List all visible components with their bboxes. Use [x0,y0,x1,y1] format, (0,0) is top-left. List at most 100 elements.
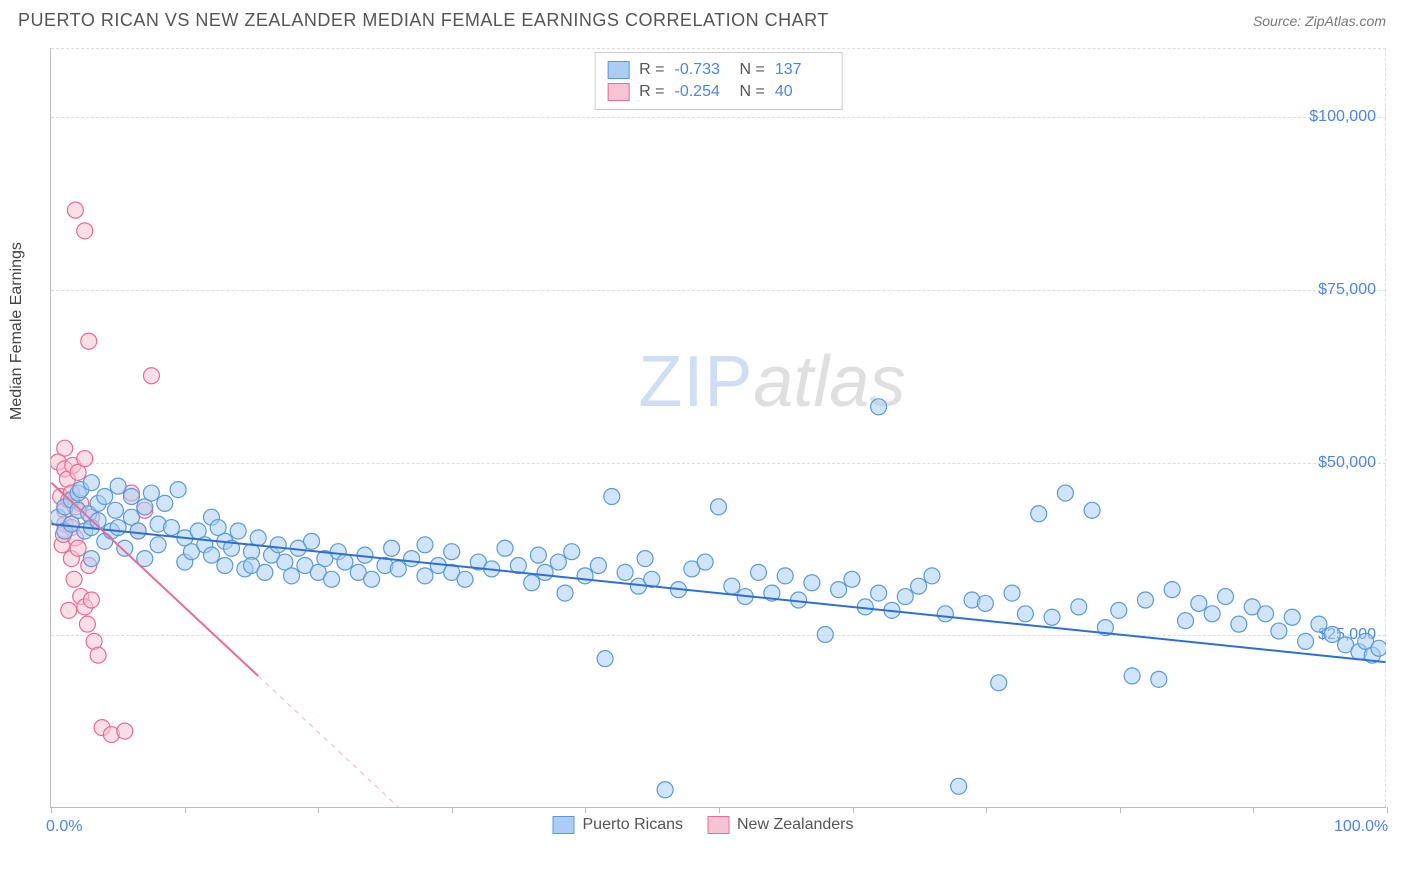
data-point [1204,606,1220,622]
data-point [657,782,673,798]
xtick [185,807,186,813]
xtick [585,807,586,813]
data-point [524,575,540,591]
data-point [697,554,713,570]
data-point [1124,668,1140,684]
data-point [1177,613,1193,629]
data-point [937,606,953,622]
data-point [110,478,126,494]
data-point [1271,623,1287,639]
data-point [284,568,300,584]
data-point [143,368,159,384]
data-point [924,568,940,584]
data-point [1298,633,1314,649]
data-point [364,571,380,587]
data-point [324,571,340,587]
data-point [83,475,99,491]
data-point [537,564,553,580]
chart-header: PUERTO RICAN VS NEW ZEALANDER MEDIAN FEM… [0,0,1406,37]
series-legend: Puerto Ricans New Zealanders [553,816,854,834]
data-point [564,544,580,560]
x-axis-max-label: 100.0% [1334,818,1388,836]
data-point [117,723,133,739]
r-label-1: R = [639,61,664,79]
data-point [1191,595,1207,611]
data-point [70,540,86,556]
data-point [831,582,847,598]
data-point [497,540,513,556]
data-point [337,554,353,570]
data-point [577,568,593,584]
data-point [1231,616,1247,632]
xtick [1253,807,1254,813]
data-point [97,489,113,505]
xtick [853,807,854,813]
data-point [751,564,767,580]
data-point [777,568,793,584]
data-point [417,537,433,553]
r-value-2: -0.254 [675,83,730,101]
data-point [117,540,133,556]
data-point [203,547,219,563]
xtick [51,807,52,813]
xtick [318,807,319,813]
legend-item-1: Puerto Ricans [553,816,684,834]
plot-area: ZIPatlas R = -0.733 N = 137 R = -0.254 N… [50,48,1386,808]
data-point [1071,599,1087,615]
data-point [550,554,566,570]
data-point [871,585,887,601]
scatter-svg [51,48,1386,807]
data-point [1151,671,1167,687]
data-point [417,568,433,584]
data-point [530,547,546,563]
data-point [150,537,166,553]
data-point [61,602,77,618]
legend-label-2: New Zealanders [737,816,854,834]
data-point [617,564,633,580]
data-point [257,564,273,580]
trend-line [51,524,1385,662]
data-point [304,533,320,549]
data-point [604,489,620,505]
data-point [1258,606,1274,622]
data-point [1111,602,1127,618]
data-point [83,551,99,567]
data-point [143,485,159,501]
data-point [1017,606,1033,622]
data-point [1031,506,1047,522]
data-point [390,561,406,577]
data-point [1371,640,1386,656]
data-point [1164,582,1180,598]
data-point [170,482,186,498]
chart-title: PUERTO RICAN VS NEW ZEALANDER MEDIAN FEM… [18,10,829,31]
data-point [130,523,146,539]
data-point [217,558,233,574]
data-point [270,537,286,553]
data-point [77,223,93,239]
y-axis-label: Median Female Earnings [8,242,26,420]
data-point [404,551,420,567]
data-point [804,575,820,591]
stats-legend: R = -0.733 N = 137 R = -0.254 N = 40 [594,52,843,110]
data-point [991,675,1007,691]
data-point [557,585,573,601]
xtick [1387,807,1388,813]
data-point [384,540,400,556]
data-point [724,578,740,594]
data-point [951,778,967,794]
data-point [1311,616,1327,632]
n-value-1: 137 [775,61,830,79]
data-point [79,616,95,632]
data-point [157,495,173,511]
data-point [1284,609,1300,625]
xtick [719,807,720,813]
legend-swatch-1 [553,816,575,834]
xtick [452,807,453,813]
data-point [1084,502,1100,518]
data-point [977,595,993,611]
data-point [81,333,97,349]
data-point [163,520,179,536]
data-point [1218,589,1234,605]
n-label-1: N = [740,61,765,79]
data-point [57,440,73,456]
